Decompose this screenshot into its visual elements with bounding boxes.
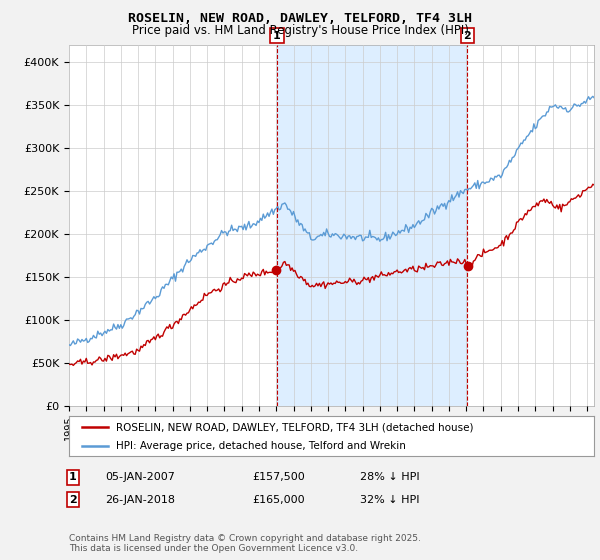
- Text: £165,000: £165,000: [252, 494, 305, 505]
- Text: Contains HM Land Registry data © Crown copyright and database right 2025.
This d: Contains HM Land Registry data © Crown c…: [69, 534, 421, 553]
- Text: 26-JAN-2018: 26-JAN-2018: [105, 494, 175, 505]
- Bar: [277, 45, 467, 406]
- Text: 05-JAN-2007: 05-JAN-2007: [105, 472, 175, 482]
- Text: 2: 2: [464, 31, 471, 41]
- Text: ROSELIN, NEW ROAD, DAWLEY, TELFORD, TF4 3LH (detached house): ROSELIN, NEW ROAD, DAWLEY, TELFORD, TF4 …: [116, 422, 474, 432]
- Text: 2: 2: [69, 494, 77, 505]
- Text: £157,500: £157,500: [252, 472, 305, 482]
- Text: ROSELIN, NEW ROAD, DAWLEY, TELFORD, TF4 3LH: ROSELIN, NEW ROAD, DAWLEY, TELFORD, TF4 …: [128, 12, 472, 25]
- Text: Price paid vs. HM Land Registry's House Price Index (HPI): Price paid vs. HM Land Registry's House …: [131, 24, 469, 36]
- Text: 1: 1: [69, 472, 77, 482]
- Text: 28% ↓ HPI: 28% ↓ HPI: [360, 472, 419, 482]
- Text: 32% ↓ HPI: 32% ↓ HPI: [360, 494, 419, 505]
- Text: 1: 1: [273, 31, 281, 41]
- Text: HPI: Average price, detached house, Telford and Wrekin: HPI: Average price, detached house, Telf…: [116, 441, 406, 451]
